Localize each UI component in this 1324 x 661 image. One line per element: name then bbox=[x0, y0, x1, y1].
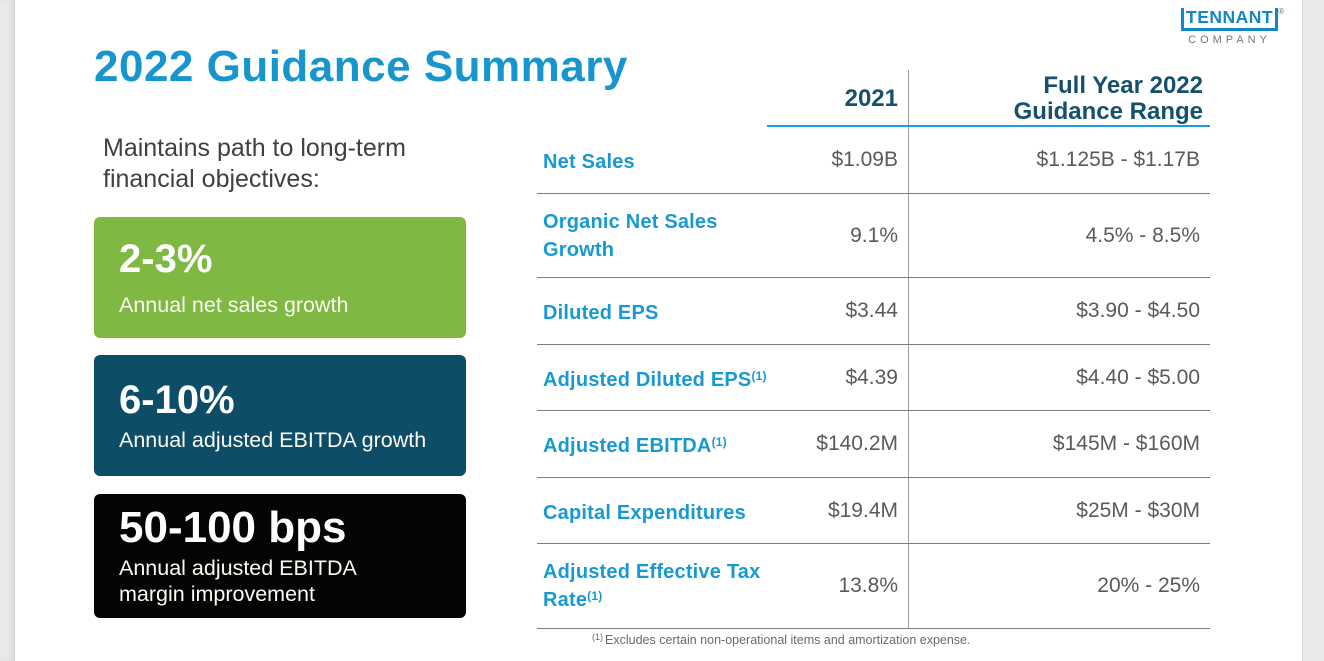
highlight-box-net-sales-growth: 2-3% Annual net sales growth bbox=[94, 217, 466, 338]
row-value-guidance: $145M - $160M bbox=[1052, 432, 1200, 455]
page-title: 2022 Guidance Summary bbox=[94, 42, 628, 91]
column-header-line2: Guidance Range bbox=[1013, 97, 1203, 125]
footnote-marker: (1) bbox=[751, 368, 767, 383]
registered-trademark-icon: ® bbox=[1278, 7, 1285, 16]
table-row: Capital Expenditures $19.4M $25M - $30M bbox=[537, 477, 1210, 543]
row-label: Capital Expenditures bbox=[543, 501, 746, 524]
row-value-guidance: $3.90 - $4.50 bbox=[1076, 299, 1200, 322]
table-footnote: (1) Excludes certain non-operational item… bbox=[592, 632, 971, 647]
row-value-2021: 13.8% bbox=[838, 574, 898, 597]
row-value-2021: $1.09B bbox=[831, 148, 898, 171]
row-value-2021: $4.39 bbox=[845, 365, 898, 389]
row-value-2021: 9.1% bbox=[850, 223, 898, 247]
guidance-table: Net Sales $1.09B $1.125B - $1.17B Organi… bbox=[537, 127, 1210, 629]
row-value-guidance: $4.40 - $5.00 bbox=[1076, 365, 1200, 389]
row-value-2021: $3.44 bbox=[845, 299, 898, 322]
highlight-box-ebitda-growth: 6-10% Annual adjusted EBITDA growth bbox=[94, 355, 466, 476]
row-value-guidance: $25M - $30M bbox=[1076, 498, 1200, 522]
highlight-value: 50-100 bps bbox=[119, 502, 347, 552]
row-label: Net Sales bbox=[543, 151, 635, 173]
row-value-2021: $140.2M bbox=[816, 432, 898, 455]
tennant-logo: TENNANT ® COMPANY bbox=[1181, 7, 1284, 46]
footnote-text: Excludes certain non-operational items a… bbox=[605, 633, 971, 647]
scrollbar-track[interactable] bbox=[1302, 0, 1324, 661]
table-row: Diluted EPS $3.44 $3.90 - $4.50 bbox=[537, 277, 1210, 344]
table-row: Adjusted Effective Tax Rate(1) 13.8% 20%… bbox=[537, 543, 1210, 628]
row-value-guidance: $1.125B - $1.17B bbox=[1036, 148, 1200, 171]
row-label: Diluted EPS bbox=[543, 302, 659, 324]
intro-text: Maintains path to long-term financial ob… bbox=[103, 134, 406, 193]
highlight-box-margin-improvement: 50-100 bps Annual adjusted EBITDA margin… bbox=[94, 494, 466, 618]
table-row: Organic Net Sales Growth 9.1% 4.5% - 8.5… bbox=[537, 193, 1210, 277]
highlight-label: Annual adjusted EBITDA margin improvemen… bbox=[119, 556, 356, 607]
column-header-guidance-range: Full Year 2022 Guidance Range bbox=[910, 73, 1203, 124]
column-header-line1: Full Year 2022 bbox=[1043, 72, 1203, 99]
highlight-value: 2-3% bbox=[119, 236, 213, 281]
footnote-marker: (1) bbox=[711, 435, 727, 449]
row-value-guidance: 20% - 25% bbox=[1097, 574, 1200, 597]
row-label: Adjusted Diluted EPS(1) bbox=[543, 368, 767, 391]
row-label: Adjusted EBITDA(1) bbox=[543, 435, 727, 457]
logo-company-text: COMPANY bbox=[1188, 34, 1271, 46]
row-value-2021: $19.4M bbox=[827, 498, 898, 522]
logo-brand-text: TENNANT bbox=[1186, 7, 1274, 27]
row-label: Organic Net Sales Growth bbox=[543, 210, 718, 261]
tennant-logo-wordmark: TENNANT ® bbox=[1181, 7, 1284, 31]
highlight-label: Annual net sales growth bbox=[119, 292, 349, 317]
table-row: Adjusted EBITDA(1) $140.2M $145M - $160M bbox=[537, 410, 1210, 477]
viewer-left-gutter bbox=[0, 0, 15, 661]
highlight-value: 6-10% bbox=[119, 377, 235, 422]
row-value-guidance: 4.5% - 8.5% bbox=[1085, 223, 1200, 247]
column-header-2021: 2021 bbox=[844, 85, 898, 112]
table-header-rule bbox=[767, 125, 1210, 127]
table-row: Net Sales $1.09B $1.125B - $1.17B bbox=[537, 127, 1210, 193]
table-row: Adjusted Diluted EPS(1) $4.39 $4.40 - $5… bbox=[537, 344, 1210, 410]
row-label: Adjusted Effective Tax Rate(1) bbox=[543, 561, 761, 611]
table-column-divider bbox=[908, 70, 909, 628]
footnote-marker: (1) bbox=[592, 632, 603, 642]
highlight-label: Annual adjusted EBITDA growth bbox=[119, 427, 427, 452]
footnote-marker: (1) bbox=[587, 589, 603, 603]
